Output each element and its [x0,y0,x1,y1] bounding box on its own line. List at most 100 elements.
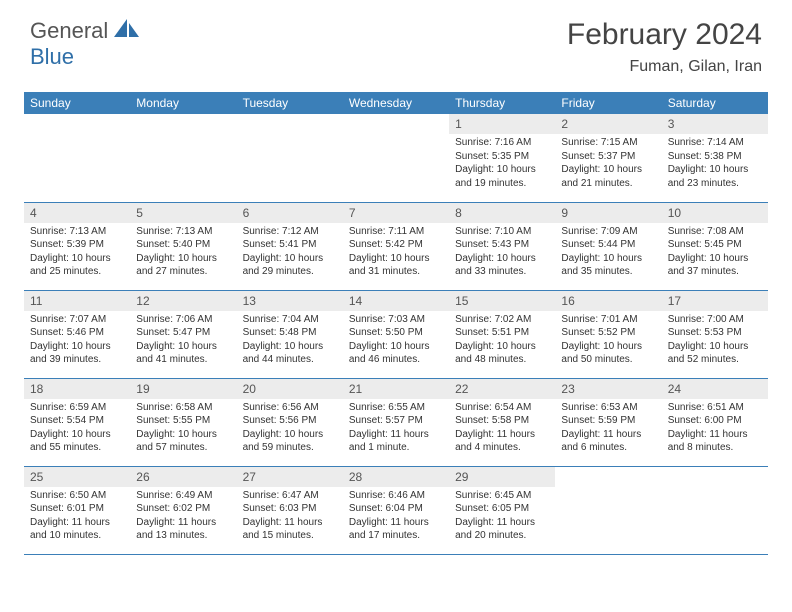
day-details: Sunrise: 6:47 AMSunset: 6:03 PMDaylight:… [237,487,343,547]
day-number: 20 [237,379,343,399]
day-number: 16 [555,291,661,311]
calendar-cell: 4Sunrise: 7:13 AMSunset: 5:39 PMDaylight… [24,202,130,290]
calendar-cell: 25Sunrise: 6:50 AMSunset: 6:01 PMDayligh… [24,466,130,554]
weekday-header: Tuesday [237,92,343,114]
calendar-cell: 29Sunrise: 6:45 AMSunset: 6:05 PMDayligh… [449,466,555,554]
day-details: Sunrise: 6:46 AMSunset: 6:04 PMDaylight:… [343,487,449,547]
brand-blue: Blue [30,44,74,69]
brand-sail-icon [114,19,140,44]
day-number: 8 [449,203,555,223]
calendar-cell [555,466,661,554]
calendar-table: SundayMondayTuesdayWednesdayThursdayFrid… [24,92,768,555]
calendar-cell [24,114,130,202]
calendar-cell: 2Sunrise: 7:15 AMSunset: 5:37 PMDaylight… [555,114,661,202]
day-number: 17 [662,291,768,311]
day-number: 14 [343,291,449,311]
day-number: 4 [24,203,130,223]
calendar-cell [237,114,343,202]
calendar-cell: 20Sunrise: 6:56 AMSunset: 5:56 PMDayligh… [237,378,343,466]
day-number: 13 [237,291,343,311]
title-block: February 2024 Fuman, Gilan, Iran [567,18,762,76]
day-number: 27 [237,467,343,487]
day-number: 29 [449,467,555,487]
day-number: 6 [237,203,343,223]
header: General February 2024 Fuman, Gilan, Iran [0,0,792,84]
day-details: Sunrise: 6:50 AMSunset: 6:01 PMDaylight:… [24,487,130,547]
day-details: Sunrise: 6:56 AMSunset: 5:56 PMDaylight:… [237,399,343,459]
day-details: Sunrise: 7:03 AMSunset: 5:50 PMDaylight:… [343,311,449,371]
day-number: 21 [343,379,449,399]
calendar-body: 1Sunrise: 7:16 AMSunset: 5:35 PMDaylight… [24,114,768,554]
weekday-header: Saturday [662,92,768,114]
day-number: 2 [555,114,661,134]
day-details: Sunrise: 7:06 AMSunset: 5:47 PMDaylight:… [130,311,236,371]
calendar-cell: 28Sunrise: 6:46 AMSunset: 6:04 PMDayligh… [343,466,449,554]
day-details: Sunrise: 6:55 AMSunset: 5:57 PMDaylight:… [343,399,449,459]
calendar-cell: 9Sunrise: 7:09 AMSunset: 5:44 PMDaylight… [555,202,661,290]
calendar-cell [662,466,768,554]
day-details: Sunrise: 6:51 AMSunset: 6:00 PMDaylight:… [662,399,768,459]
day-number: 22 [449,379,555,399]
day-number: 11 [24,291,130,311]
calendar-cell: 7Sunrise: 7:11 AMSunset: 5:42 PMDaylight… [343,202,449,290]
day-details: Sunrise: 6:49 AMSunset: 6:02 PMDaylight:… [130,487,236,547]
day-number: 15 [449,291,555,311]
calendar-cell: 8Sunrise: 7:10 AMSunset: 5:43 PMDaylight… [449,202,555,290]
day-number: 18 [24,379,130,399]
calendar-cell: 26Sunrise: 6:49 AMSunset: 6:02 PMDayligh… [130,466,236,554]
day-number: 26 [130,467,236,487]
day-details: Sunrise: 6:58 AMSunset: 5:55 PMDaylight:… [130,399,236,459]
day-number: 12 [130,291,236,311]
weekday-header: Monday [130,92,236,114]
calendar-cell: 11Sunrise: 7:07 AMSunset: 5:46 PMDayligh… [24,290,130,378]
calendar-cell: 27Sunrise: 6:47 AMSunset: 6:03 PMDayligh… [237,466,343,554]
day-details: Sunrise: 7:16 AMSunset: 5:35 PMDaylight:… [449,134,555,194]
day-details: Sunrise: 6:45 AMSunset: 6:05 PMDaylight:… [449,487,555,547]
day-number: 28 [343,467,449,487]
day-details: Sunrise: 7:11 AMSunset: 5:42 PMDaylight:… [343,223,449,283]
day-number: 1 [449,114,555,134]
weekday-header: Wednesday [343,92,449,114]
day-number: 3 [662,114,768,134]
day-details: Sunrise: 7:09 AMSunset: 5:44 PMDaylight:… [555,223,661,283]
calendar-cell: 1Sunrise: 7:16 AMSunset: 5:35 PMDaylight… [449,114,555,202]
calendar-cell: 23Sunrise: 6:53 AMSunset: 5:59 PMDayligh… [555,378,661,466]
calendar-cell: 10Sunrise: 7:08 AMSunset: 5:45 PMDayligh… [662,202,768,290]
calendar-cell: 5Sunrise: 7:13 AMSunset: 5:40 PMDaylight… [130,202,236,290]
day-number: 7 [343,203,449,223]
calendar-cell: 16Sunrise: 7:01 AMSunset: 5:52 PMDayligh… [555,290,661,378]
weekday-header: Sunday [24,92,130,114]
day-details: Sunrise: 7:01 AMSunset: 5:52 PMDaylight:… [555,311,661,371]
weekday-header: Friday [555,92,661,114]
calendar-cell: 3Sunrise: 7:14 AMSunset: 5:38 PMDaylight… [662,114,768,202]
calendar-cell: 6Sunrise: 7:12 AMSunset: 5:41 PMDaylight… [237,202,343,290]
day-number: 24 [662,379,768,399]
brand-logo: General [30,18,142,44]
calendar-head: SundayMondayTuesdayWednesdayThursdayFrid… [24,92,768,114]
calendar-cell [130,114,236,202]
day-number: 10 [662,203,768,223]
calendar-cell: 14Sunrise: 7:03 AMSunset: 5:50 PMDayligh… [343,290,449,378]
brand-blue-wrap: Blue [30,44,74,70]
location: Fuman, Gilan, Iran [567,58,762,76]
day-details: Sunrise: 7:00 AMSunset: 5:53 PMDaylight:… [662,311,768,371]
day-details: Sunrise: 7:13 AMSunset: 5:39 PMDaylight:… [24,223,130,283]
day-details: Sunrise: 7:10 AMSunset: 5:43 PMDaylight:… [449,223,555,283]
day-details: Sunrise: 6:53 AMSunset: 5:59 PMDaylight:… [555,399,661,459]
calendar-cell [343,114,449,202]
day-details: Sunrise: 6:54 AMSunset: 5:58 PMDaylight:… [449,399,555,459]
day-details: Sunrise: 7:02 AMSunset: 5:51 PMDaylight:… [449,311,555,371]
calendar-cell: 17Sunrise: 7:00 AMSunset: 5:53 PMDayligh… [662,290,768,378]
day-details: Sunrise: 7:04 AMSunset: 5:48 PMDaylight:… [237,311,343,371]
day-number: 23 [555,379,661,399]
calendar-cell: 13Sunrise: 7:04 AMSunset: 5:48 PMDayligh… [237,290,343,378]
calendar-cell: 12Sunrise: 7:06 AMSunset: 5:47 PMDayligh… [130,290,236,378]
calendar-cell: 22Sunrise: 6:54 AMSunset: 5:58 PMDayligh… [449,378,555,466]
day-details: Sunrise: 6:59 AMSunset: 5:54 PMDaylight:… [24,399,130,459]
day-details: Sunrise: 7:15 AMSunset: 5:37 PMDaylight:… [555,134,661,194]
weekday-header: Thursday [449,92,555,114]
day-details: Sunrise: 7:14 AMSunset: 5:38 PMDaylight:… [662,134,768,194]
day-details: Sunrise: 7:12 AMSunset: 5:41 PMDaylight:… [237,223,343,283]
brand-general: General [30,18,108,44]
day-number: 25 [24,467,130,487]
